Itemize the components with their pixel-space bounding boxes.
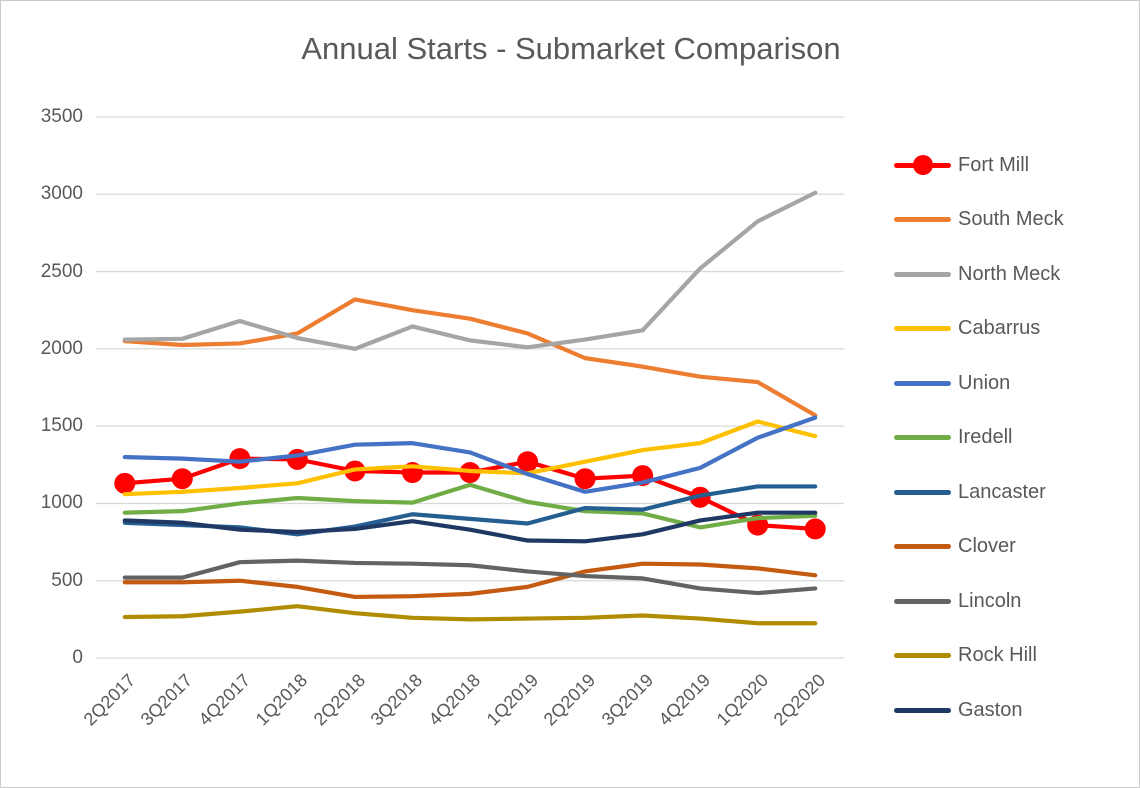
- legend-swatch-union: [894, 380, 951, 386]
- legend-item-gaston: Gaston: [894, 683, 1064, 738]
- legend-item-iredell: Iredell: [894, 411, 1064, 466]
- legend-label: Cabarrus: [958, 317, 1041, 340]
- legend-label: Fort Mill: [958, 153, 1030, 176]
- chart-title: Annual Starts - Submarket Comparison: [301, 31, 841, 66]
- series-line-iredell: [122, 482, 818, 530]
- legend-item-fort-mill: Fort Mill: [894, 138, 1064, 193]
- legend-label: South Meck: [958, 208, 1064, 231]
- legend-swatch-lincoln: [894, 598, 951, 604]
- series-line-union: [122, 415, 818, 494]
- legend-swatch-gaston: [894, 707, 951, 713]
- series-line-lancaster: [122, 484, 818, 537]
- series-line-rock-hill: [122, 604, 818, 626]
- legend-swatch-clover: [894, 544, 951, 550]
- legend-swatch-rock-hill: [894, 653, 951, 659]
- legend-label: Iredell: [958, 426, 1013, 449]
- y-tick-label: 500: [51, 569, 83, 591]
- y-tick-label: 3000: [40, 183, 83, 205]
- series-line-north-meck: [122, 190, 818, 351]
- y-tick-label: 2500: [40, 260, 83, 282]
- legend: Fort Mill South Meck North Meck Cabarrus Uni…: [894, 138, 1064, 738]
- y-tick-label: 0: [72, 647, 83, 668]
- series-line-clover: [122, 561, 818, 600]
- data-point-marker-fort-mill: [574, 468, 596, 490]
- legend-marker-dot: [912, 155, 933, 176]
- y-tick-label: 3500: [40, 106, 83, 127]
- data-point-marker-fort-mill: [229, 448, 251, 470]
- data-point-marker-fort-mill: [804, 518, 826, 540]
- y-tick-label: 1000: [40, 492, 83, 514]
- legend-label: Lincoln: [958, 589, 1022, 612]
- legend-item-rock-hill: Rock Hill: [894, 629, 1064, 684]
- legend-label: Rock Hill: [958, 644, 1037, 667]
- y-tick-label: 2000: [40, 337, 83, 359]
- legend-swatch-cabarrus: [894, 326, 951, 332]
- legend-label: North Meck: [958, 262, 1061, 285]
- series-line-south-meck: [122, 297, 818, 418]
- legend-label: Lancaster: [958, 480, 1046, 503]
- data-point-marker-fort-mill: [114, 472, 136, 494]
- legend-item-cabarrus: Cabarrus: [894, 302, 1064, 357]
- legend-swatch-iredell: [894, 435, 951, 441]
- legend-swatch-north-meck: [894, 271, 951, 277]
- legend-item-clover: Clover: [894, 520, 1064, 575]
- legend-swatch-fort-mill: [894, 155, 951, 176]
- legend-item-lincoln: Lincoln: [894, 574, 1064, 629]
- legend-label: Union: [958, 371, 1011, 394]
- data-point-marker-fort-mill: [517, 451, 539, 473]
- legend-item-south-meck: South Meck: [894, 193, 1064, 248]
- series-line-gaston: [122, 510, 818, 544]
- legend-swatch-south-meck: [894, 217, 951, 223]
- legend-label: Gaston: [958, 698, 1023, 721]
- legend-item-lancaster: Lancaster: [894, 465, 1064, 520]
- legend-item-union: Union: [894, 356, 1064, 411]
- data-point-marker-fort-mill: [171, 468, 193, 490]
- series-line-lincoln: [122, 558, 818, 596]
- legend-label: Clover: [958, 535, 1016, 558]
- legend-item-north-meck: North Meck: [894, 247, 1064, 302]
- legend-swatch-lancaster: [894, 489, 951, 495]
- series-line-cabarrus: [122, 419, 818, 497]
- y-tick-label: 1500: [40, 415, 83, 437]
